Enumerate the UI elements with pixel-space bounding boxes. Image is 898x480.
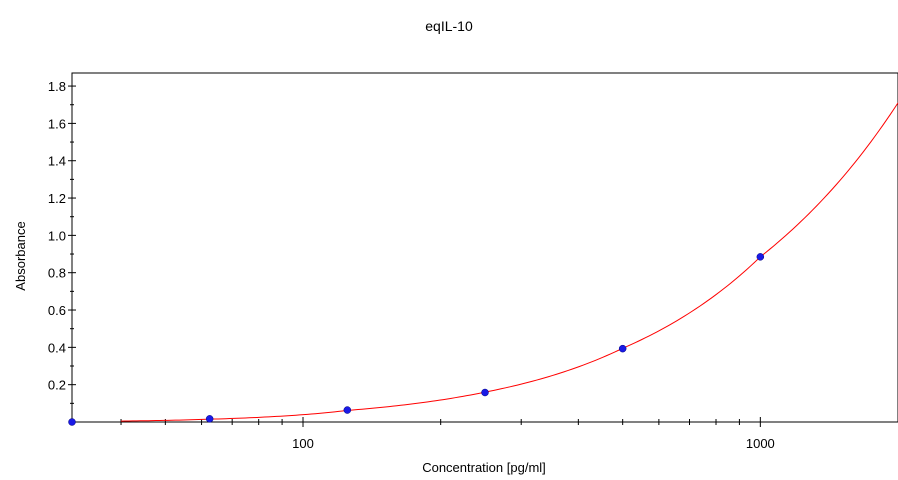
- data-point: [481, 388, 489, 397]
- data-point: [756, 253, 765, 261]
- series-layer: [68, 102, 898, 426]
- x-tick-label: 1000: [746, 436, 775, 451]
- y-axis-ticks: 0.2 0.4 0.6 0.8 1.0 1.2 1.4 1.6 1.8: [48, 79, 76, 404]
- chart-title: eqIL-10: [425, 18, 473, 34]
- fit-curve: [121, 102, 898, 422]
- y-tick-label: 1.0: [48, 228, 66, 243]
- y-tick-label: 0.8: [48, 266, 66, 281]
- x-axis-title: Concentration [pg/ml]: [422, 460, 546, 475]
- data-point: [68, 418, 76, 426]
- x-tick-label: 100: [292, 436, 314, 451]
- plot-frame: [71, 72, 898, 423]
- y-tick-label: 1.8: [48, 79, 66, 94]
- x-axis-ticks: 100 1000: [120, 417, 775, 451]
- y-tick-label: 0.6: [48, 303, 66, 318]
- data-point: [343, 406, 352, 414]
- data-point: [205, 415, 214, 423]
- y-tick-label: 1.6: [48, 116, 66, 131]
- y-tick-label: 0.4: [48, 340, 66, 355]
- y-tick-label: 1.4: [48, 154, 66, 169]
- y-axis-title: Absorbance: [13, 221, 28, 290]
- y-tick-label: 0.2: [48, 378, 66, 393]
- data-point: [618, 344, 627, 353]
- y-tick-label: 1.2: [48, 191, 66, 206]
